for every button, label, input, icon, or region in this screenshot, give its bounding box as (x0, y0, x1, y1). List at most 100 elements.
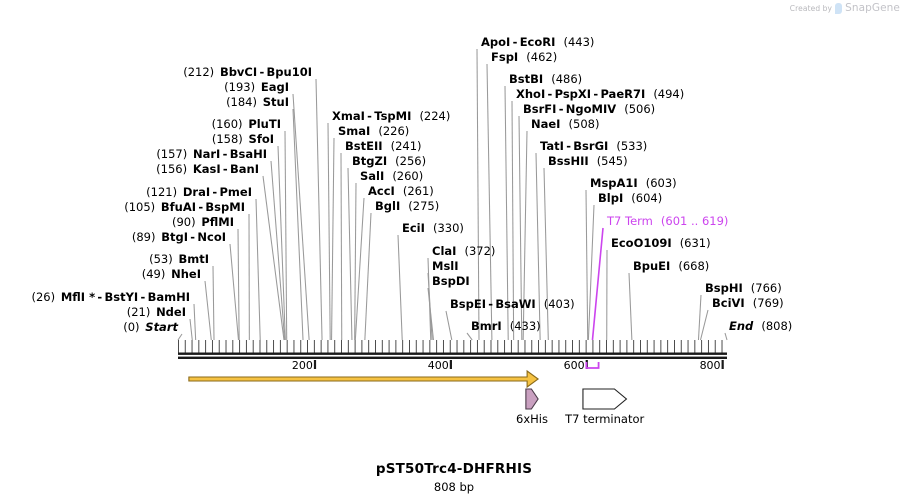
site-label-bcivi: BciVI (769) (712, 297, 784, 309)
site-label-bspei-bsawi: BspEI - BsaWI (403) (450, 298, 575, 310)
site-position: (90) (171, 215, 196, 229)
minor-tick (538, 340, 540, 353)
enzyme-name: XmaI (332, 109, 365, 123)
watermark-prefix: Created by (789, 3, 833, 13)
leader-line-nhei (204, 280, 212, 341)
site-label-kasi-bani: (156) KasI - BanI (0, 163, 259, 175)
watermark-brand: SnapGene (845, 2, 900, 14)
minor-tick (307, 340, 308, 353)
minor-tick (184, 340, 186, 353)
site-label-blpi: BlpI (604) (598, 192, 662, 204)
site-label-pflmi: (90) PflMI (0, 216, 234, 228)
site-label-stui: (184) StuI (0, 96, 289, 108)
minor-tick (592, 340, 594, 353)
minor-tick (211, 340, 213, 353)
enzyme-name: PaeR7I (600, 87, 646, 101)
site-label-end: End (808) (729, 320, 792, 332)
t7-term-range-bracket (585, 362, 600, 369)
enzyme-name: Bpu10I (266, 65, 312, 79)
site-position: (443) (563, 35, 595, 49)
enzyme-separator: - (510, 35, 520, 49)
site-position: (668) (678, 259, 710, 273)
site-label-xhoi-pspxi-paer7i: XhoI - PspXI - PaeR7I (494) (516, 88, 684, 100)
minor-tick (279, 340, 281, 353)
leader-line-bstelii (340, 152, 343, 341)
enzyme-name: SfoI (248, 132, 274, 146)
site-position: (604) (631, 191, 663, 205)
site-position: (601 .. 619) (660, 214, 729, 228)
site-position: (330) (432, 221, 464, 235)
enzyme-separator: - (364, 109, 375, 123)
minor-tick (640, 340, 641, 353)
enzyme-name: BstYI (104, 290, 139, 304)
enzyme-name: BssHII (548, 154, 589, 168)
site-position: (212) (183, 65, 215, 79)
enzyme-name: KasI (192, 162, 221, 176)
minor-tick (572, 340, 573, 353)
site-label-apoi-ecori: ApoI - EcoRI (443) (481, 36, 594, 48)
enzyme-name: BspMI (205, 200, 245, 214)
minor-tick (707, 340, 709, 353)
minor-tick (395, 340, 397, 353)
site-label-bstelii: BstEII (241) (345, 140, 422, 152)
feature-arrow-t7-terminator (582, 388, 628, 410)
leader-lines-group (177, 48, 728, 341)
site-position: (603) (645, 176, 677, 190)
enzyme-separator: - (196, 200, 206, 214)
minor-tick (551, 340, 553, 353)
minor-tick (619, 340, 621, 353)
minor-tick (320, 340, 322, 353)
backbone-group (178, 352, 727, 359)
site-label-bspdi: BspDI (432, 275, 470, 287)
enzyme-name: T7 Term (607, 214, 653, 228)
enzyme-separator: - (220, 147, 230, 161)
enzyme-name: NdeI (156, 305, 186, 319)
site-position: (769) (752, 296, 784, 310)
ruler-number: 400 (427, 359, 449, 372)
leader-line-bsrfi-ngomiv (518, 115, 523, 341)
minor-tick (205, 340, 207, 353)
enzyme-separator: - (556, 102, 566, 116)
site-label-bsphi: BspHI (766) (705, 282, 782, 294)
plasmid-name: pST50Trc4-DHFRHIS (375, 461, 533, 477)
leader-line-t7-term (591, 227, 604, 341)
minor-tick (266, 340, 268, 353)
leader-line-start (177, 333, 183, 341)
enzyme-name: End (729, 319, 754, 333)
site-position: (545) (596, 154, 628, 168)
minor-tick (293, 340, 295, 353)
minor-tick (456, 340, 458, 353)
site-label-t7-term: T7 Term (601 .. 619) (607, 215, 728, 227)
minor-tick-group (178, 340, 723, 353)
leader-line-nari-bsahi (270, 160, 286, 341)
site-position: (486) (551, 72, 583, 86)
leader-line-btgi-ncoi (229, 243, 239, 341)
minor-tick (653, 340, 655, 353)
site-position: (156) (156, 162, 188, 176)
site-position: (508) (568, 117, 600, 131)
enzyme-name: MflI * (60, 290, 96, 304)
minor-tick (524, 340, 526, 353)
enzyme-name: XhoI (516, 87, 546, 101)
backbone-strand-bottom (178, 356, 727, 359)
minor-tick (476, 340, 478, 353)
site-position: (49) (141, 267, 166, 281)
minor-tick (612, 340, 614, 353)
minor-tick (714, 340, 716, 353)
site-position: (403) (543, 297, 575, 311)
site-position: (121) (146, 185, 178, 199)
site-label-ecoo109i: EcoO109I (631) (611, 237, 711, 249)
leader-line-bspei-bsawi (445, 310, 453, 341)
enzyme-name: MspA1I (590, 176, 638, 190)
major-tick (313, 360, 317, 369)
site-position: (462) (526, 50, 558, 64)
enzyme-name: PmeI (219, 185, 253, 199)
minor-tick (646, 340, 648, 353)
site-label-btgzi: BtgZI (256) (352, 155, 426, 167)
enzyme-name: NheI (171, 267, 201, 281)
site-label-sfoi: (158) SfoI (0, 133, 274, 145)
enzyme-separator: - (591, 87, 601, 101)
enzyme-name: BlpI (598, 191, 624, 205)
leader-line-xmai-tspmi (327, 122, 331, 341)
